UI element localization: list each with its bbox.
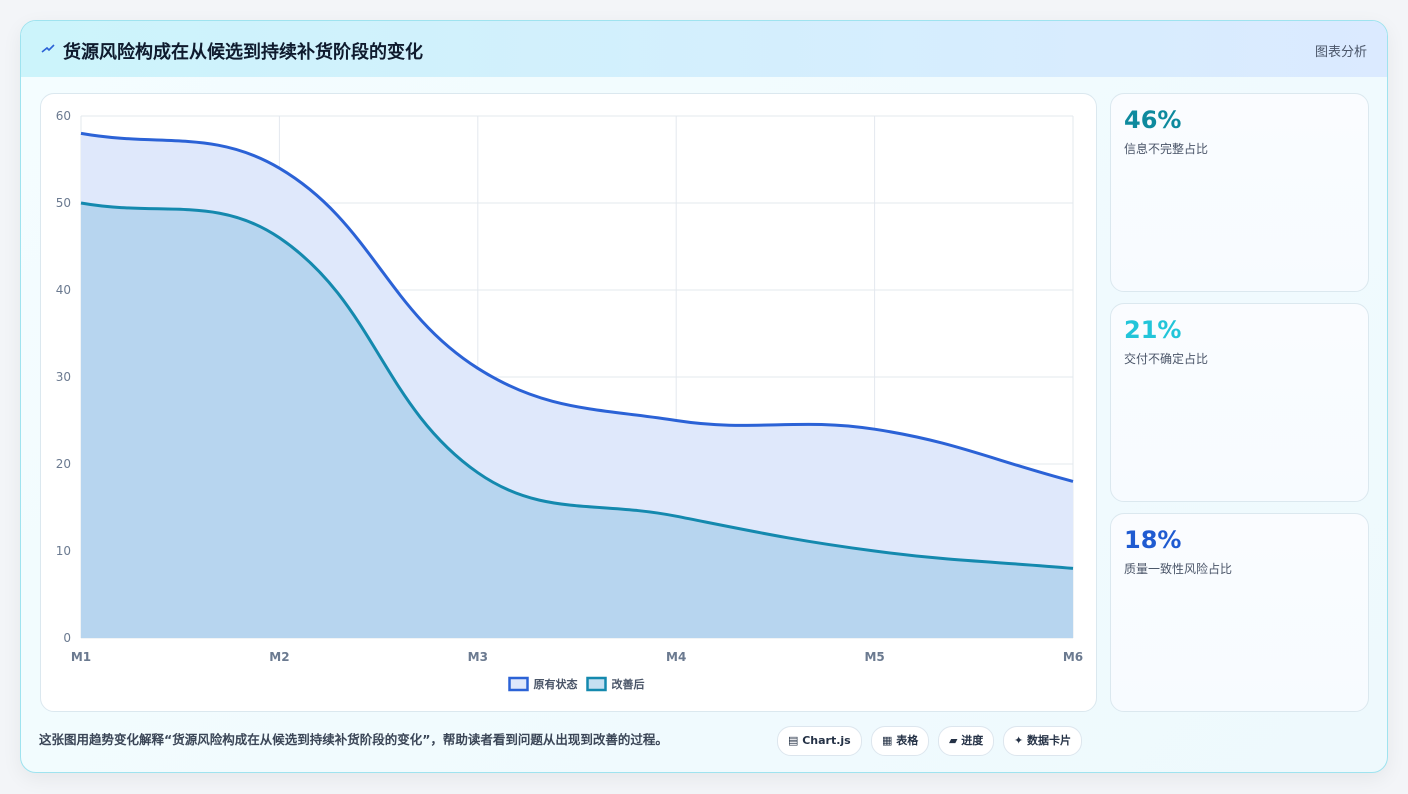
line [80, 131, 1074, 483]
chart: 0 10 20 30 40 50 60 M1 M2 M3 M4 M5 M6 原有状态 改善后 [56, 109, 1083, 692]
stat-value: 46% [1124, 106, 1182, 134]
line [80, 201, 1074, 570]
stat-card: 18% 质量一致性风险占比 [1110, 513, 1369, 712]
stat-label: 交付不确定占比 [1124, 352, 1209, 366]
stat-card: 21% 交付不确定占比 [1110, 303, 1369, 502]
chip[interactable]: ▤ Chart.js [777, 726, 862, 756]
legend-swatch [586, 676, 607, 692]
stat-value: 21% [1124, 316, 1182, 344]
x-tick-label: M4 [666, 650, 686, 664]
legend: 原有状态 改善后 [508, 676, 645, 692]
x-tick-label: M2 [269, 650, 289, 664]
y-tick-label: 60 [56, 109, 71, 123]
y-tick-label: 0 [63, 631, 71, 645]
header: 货源风险构成在从候选到持续补货阶段的变化 图表分析 [21, 21, 1387, 77]
stat-label: 信息不完整占比 [1124, 142, 1209, 156]
title: 货源风险构成在从候选到持续补货阶段的变化 [63, 42, 423, 63]
x-tick-label: M6 [1063, 650, 1083, 664]
x-tick-label: M1 [71, 650, 91, 664]
chip[interactable]: ▰ 进度 [938, 726, 995, 756]
chip[interactable]: ✦ 数据卡片 [1003, 726, 1083, 756]
y-tick-label: 20 [56, 457, 71, 471]
footer-note: 这张图用趋势变化解释“货源风险构成在从候选到持续补货阶段的变化”，帮助读者看到问… [39, 732, 668, 747]
title-icon [41, 44, 55, 53]
legend-swatch [508, 676, 529, 692]
stat-card: 46% 信息不完整占比 [1110, 93, 1369, 292]
x-tick-label: M3 [468, 650, 488, 664]
y-tick-label: 40 [56, 283, 71, 297]
x-tick-label: M5 [864, 650, 884, 664]
y-tick-label: 10 [56, 544, 71, 558]
y-tick-label: 50 [56, 196, 71, 210]
card: 货源风险构成在从候选到持续补货阶段的变化 图表分析 0 10 20 30 40 50 60 M… [20, 20, 1388, 773]
chart-panel: 0 10 20 30 40 50 60 M1 M2 M3 M4 M5 M6 原有状态 改善后 [40, 93, 1097, 712]
stat-label: 质量一致性风险占比 [1124, 562, 1233, 576]
legend-label: 改善后 [612, 677, 645, 691]
legend-label: 原有状态 [534, 677, 578, 691]
y-tick-label: 30 [56, 370, 71, 384]
area-fill [81, 203, 1073, 638]
stat-value: 18% [1124, 526, 1182, 554]
chip[interactable]: ▦ 表格 [871, 726, 930, 756]
tag[interactable]: 图表分析 [1314, 45, 1367, 60]
